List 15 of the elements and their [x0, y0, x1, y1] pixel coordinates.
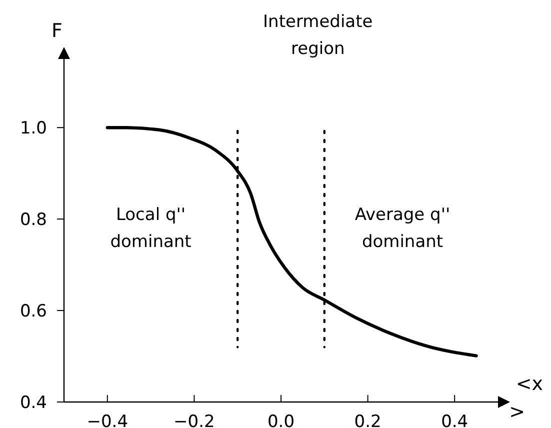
x-tick-label: 0.2 — [354, 412, 382, 428]
x-tick-label: 0.4 — [441, 412, 468, 428]
x-tick-label: −0.4 — [86, 412, 128, 428]
line-series — [106, 126, 478, 358]
x-axis-title: <x> — [509, 373, 543, 423]
x-tick-label: −0.2 — [174, 412, 215, 428]
y-tick-label: 0.6 — [20, 302, 47, 322]
y-tick-label: 1.0 — [20, 118, 47, 139]
annotation: Intermediate region — [263, 12, 373, 60]
y-tick-label: 0.4 — [20, 393, 47, 413]
annotation: Local q'' dominant — [110, 205, 192, 252]
y-tick-label: 0.8 — [20, 210, 47, 230]
x-tick-label: 0.0 — [267, 412, 295, 428]
y-axis-title: F — [52, 20, 62, 42]
annotation: Average q'' dominant — [354, 205, 450, 252]
